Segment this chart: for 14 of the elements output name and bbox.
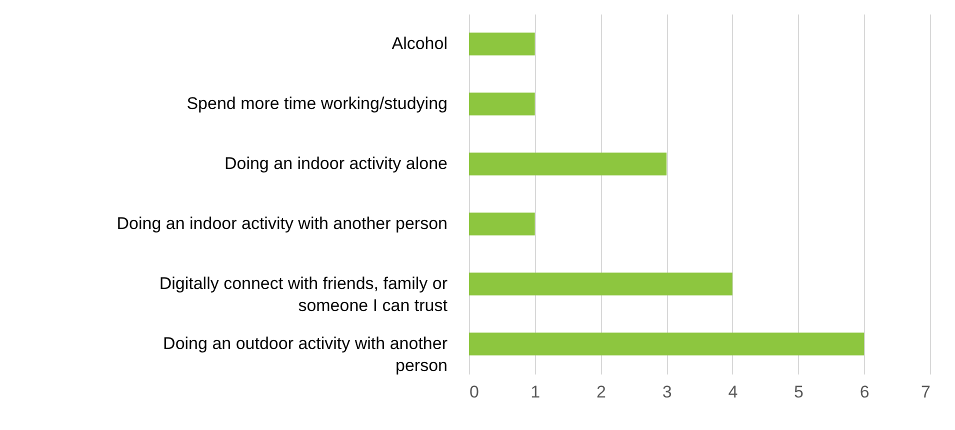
x-tick-label: 7 <box>921 382 930 402</box>
x-tick-label: 1 <box>530 382 540 402</box>
x-tick-label: 0 <box>470 382 479 402</box>
y-tick-label: Doing an indoor activity with another person <box>116 214 448 233</box>
y-tick-label: Digitally connect with friends, family or someone I can trust <box>159 274 448 315</box>
x-tick-label: 4 <box>728 382 738 402</box>
y-tick-label: Doing an outdoor activity with another person <box>163 334 448 375</box>
y-tick-label: Spend more time working/studying <box>186 94 448 113</box>
y-tick-label: Alcohol <box>392 34 448 53</box>
x-tick-label: 3 <box>662 382 672 402</box>
x-tick-label: 5 <box>794 382 804 402</box>
x-tick-label: 6 <box>860 382 870 402</box>
y-tick-label: Doing an indoor activity alone <box>224 154 448 173</box>
x-tick-label: 2 <box>596 382 606 402</box>
